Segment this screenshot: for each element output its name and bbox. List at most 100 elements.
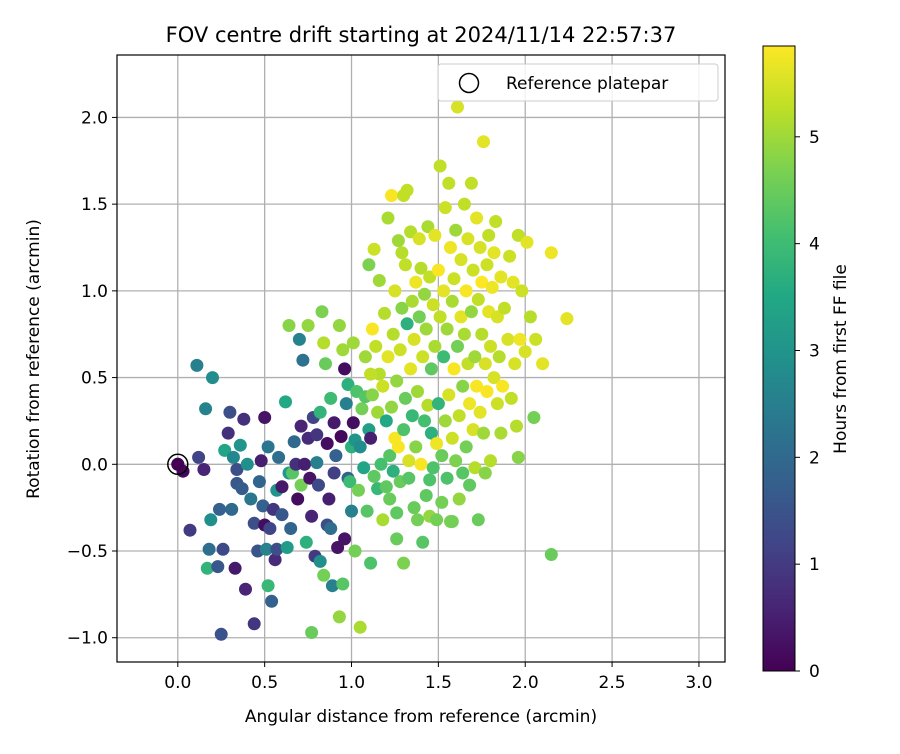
data-point [397, 423, 411, 437]
data-point [536, 357, 550, 371]
data-point [456, 466, 470, 480]
data-point [365, 388, 379, 402]
data-point [402, 454, 416, 468]
data-point [400, 317, 414, 331]
data-point [463, 397, 477, 411]
data-point [409, 275, 423, 289]
data-point [329, 449, 343, 463]
x-tick-label: 3.0 [685, 673, 712, 693]
data-point [404, 362, 418, 376]
data-point [331, 541, 345, 554]
data-point [312, 478, 325, 492]
data-point [468, 461, 482, 475]
data-point [428, 339, 442, 353]
data-point [272, 450, 286, 464]
data-point [376, 513, 390, 527]
data-point [313, 554, 327, 568]
data-point [511, 228, 525, 242]
data-point [364, 556, 378, 570]
data-point [325, 579, 339, 593]
data-point [358, 350, 372, 364]
data-point [416, 535, 430, 549]
data-point [213, 502, 226, 516]
data-point [261, 440, 275, 454]
data-point [291, 492, 305, 506]
data-point [412, 310, 426, 324]
data-point [305, 509, 319, 523]
x-tick-label: 0.0 [164, 673, 191, 693]
data-point [183, 523, 197, 537]
data-point [357, 461, 371, 475]
data-point [362, 258, 376, 272]
data-point [367, 242, 381, 256]
data-point [390, 532, 404, 546]
y-tick-label: −0.5 [67, 542, 108, 562]
data-point [324, 391, 338, 405]
reference-marker [167, 453, 189, 476]
data-point [442, 176, 456, 190]
data-point [487, 246, 501, 260]
data-point [379, 480, 393, 494]
data-point [424, 426, 438, 440]
data-point [346, 416, 360, 430]
data-point [492, 350, 506, 364]
data-point [426, 461, 440, 475]
data-point [397, 556, 411, 570]
data-point [353, 620, 367, 634]
data-point [471, 513, 485, 527]
data-point [419, 489, 433, 502]
data-point [296, 353, 310, 367]
data-point [402, 471, 416, 485]
data-point [475, 327, 489, 341]
data-point [489, 215, 503, 228]
reference-point [171, 457, 185, 471]
data-point [327, 466, 341, 480]
data-point [280, 541, 294, 554]
data-point [199, 402, 213, 416]
data-point [385, 400, 398, 414]
data-point [218, 443, 232, 457]
data-point [336, 343, 350, 357]
data-point [226, 450, 240, 464]
data-point [482, 228, 496, 242]
data-point [305, 626, 319, 639]
colorbar-tick-label: 3 [809, 341, 820, 361]
data-point [341, 378, 355, 391]
data-point [430, 437, 444, 450]
data-point [268, 553, 282, 567]
data-point [376, 379, 390, 393]
data-point [334, 430, 348, 443]
data-point [395, 246, 409, 260]
data-point [301, 319, 315, 332]
data-point [315, 305, 329, 319]
data-point [346, 336, 360, 350]
data-point [298, 457, 312, 471]
data-points [171, 100, 574, 641]
data-point [398, 391, 412, 405]
data-point [430, 513, 444, 527]
data-point [294, 419, 308, 433]
data-point [412, 232, 426, 246]
data-point [490, 310, 504, 324]
data-point [385, 189, 398, 202]
colorbar-tick-label: 5 [809, 128, 820, 148]
data-point [206, 371, 219, 385]
chart-title: FOV centre drift starting at 2024/11/14 … [166, 23, 677, 47]
data-point [374, 457, 388, 471]
data-point [452, 409, 466, 423]
data-point [364, 367, 378, 381]
data-point [416, 350, 430, 364]
data-point [513, 332, 527, 346]
data-point [477, 135, 490, 149]
data-point [457, 327, 471, 341]
data-point [400, 183, 414, 197]
y-axis-label: Rotation from reference (arcmin) [24, 219, 44, 499]
data-point [459, 440, 473, 454]
data-point [352, 483, 365, 497]
data-point [411, 385, 424, 398]
data-point [294, 478, 308, 492]
data-point [265, 594, 279, 608]
x-tick-label: 0.5 [251, 673, 278, 693]
data-point [468, 350, 482, 364]
